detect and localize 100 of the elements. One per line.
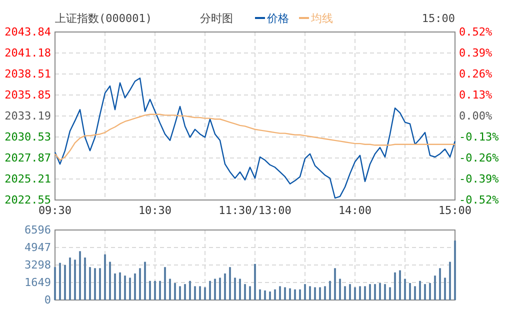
bar <box>199 286 201 300</box>
bar <box>139 268 141 300</box>
bar <box>374 284 376 300</box>
bar <box>169 278 171 300</box>
y-tick-label: 2030.53 <box>4 130 51 144</box>
chart-title: 上证指数(000001) <box>55 12 152 25</box>
bar <box>434 276 436 300</box>
bar <box>149 280 151 300</box>
bar <box>309 286 311 300</box>
line-series <box>54 114 456 161</box>
bar <box>264 290 266 300</box>
bar <box>134 273 136 300</box>
bar <box>74 260 76 300</box>
y-tick-label: 6596 <box>24 224 51 237</box>
bar <box>344 286 346 300</box>
bar <box>254 264 256 300</box>
bar <box>429 283 431 300</box>
y-tick-label: 2041.18 <box>4 46 51 60</box>
y2-tick-label: 0.52% <box>459 26 492 39</box>
bar <box>334 268 336 300</box>
bar <box>359 286 361 300</box>
bar <box>209 280 211 300</box>
bar <box>394 272 396 300</box>
bar <box>399 270 401 300</box>
y-tick-label: 1649 <box>24 276 51 290</box>
legend-label: 均线 <box>310 12 333 25</box>
y2-tick-label: 0.26% <box>459 68 492 81</box>
bar <box>329 280 331 300</box>
bar <box>179 286 181 300</box>
bar <box>219 278 221 300</box>
y-tick-label: 2043.84 <box>4 26 52 39</box>
bar <box>369 284 371 300</box>
bar <box>314 287 316 300</box>
bar <box>444 278 446 300</box>
bar <box>259 289 261 300</box>
bar <box>104 254 106 300</box>
bar <box>269 292 271 300</box>
bar <box>129 278 131 300</box>
bar <box>84 258 86 300</box>
bar <box>214 278 216 300</box>
y2-tick-label: 0.00% <box>459 110 492 123</box>
bar <box>349 284 351 300</box>
bar <box>164 267 166 300</box>
line-series <box>54 77 456 199</box>
bar <box>184 284 186 300</box>
bar <box>234 278 236 300</box>
y2-tick-label: -0.26% <box>459 152 500 165</box>
bar <box>159 280 161 300</box>
bar <box>364 286 366 300</box>
bar <box>414 286 416 300</box>
bar <box>299 289 301 300</box>
y-tick-label: 2025.21 <box>4 172 51 186</box>
bar <box>449 262 451 300</box>
bar <box>239 278 241 300</box>
chart-subtitle: 分时图 <box>200 12 233 25</box>
bar <box>354 287 356 300</box>
bar <box>224 273 226 300</box>
bar <box>229 267 231 300</box>
bar <box>94 268 96 300</box>
bar <box>89 267 91 300</box>
bar <box>144 262 146 300</box>
bar <box>174 283 176 300</box>
y-tick-label: 2033.19 <box>4 110 51 123</box>
bar <box>54 267 56 300</box>
y-tick-label: 3298 <box>24 258 51 272</box>
bar <box>379 283 381 300</box>
y2-tick-label: -0.13% <box>459 130 500 144</box>
bar <box>279 286 281 300</box>
y-tick-label: 2038.51 <box>4 68 51 81</box>
bar <box>454 240 456 300</box>
x-tick-label: 11:30/13:00 <box>218 204 292 217</box>
y2-tick-label: -0.39% <box>459 172 500 186</box>
y-tick-label: 0 <box>44 294 51 307</box>
bar <box>389 287 391 300</box>
bar <box>249 286 251 300</box>
x-tick-label: 10:30 <box>138 204 172 217</box>
x-tick-label: 14:00 <box>338 204 372 217</box>
y-tick-label: 4947 <box>24 241 51 254</box>
bar <box>424 284 426 300</box>
bar <box>79 251 81 300</box>
bar <box>189 280 191 300</box>
legend-label: 价格 <box>266 12 289 25</box>
y-tick-label: 2027.87 <box>4 152 51 165</box>
bar <box>119 272 121 300</box>
bar <box>339 278 341 300</box>
bar <box>114 273 116 300</box>
bar <box>284 287 286 300</box>
y2-tick-label: 0.13% <box>459 88 492 102</box>
bar <box>109 262 111 300</box>
bar <box>99 268 101 300</box>
y-tick-label: 2035.85 <box>4 88 51 102</box>
bar <box>274 289 276 300</box>
bar <box>404 278 406 300</box>
bar <box>294 289 296 300</box>
bar <box>419 280 421 300</box>
bar <box>154 280 156 300</box>
bar <box>244 284 246 300</box>
bar <box>324 286 326 300</box>
text: 15:00 <box>422 12 455 25</box>
y2-tick-label: 0.39% <box>459 46 492 60</box>
